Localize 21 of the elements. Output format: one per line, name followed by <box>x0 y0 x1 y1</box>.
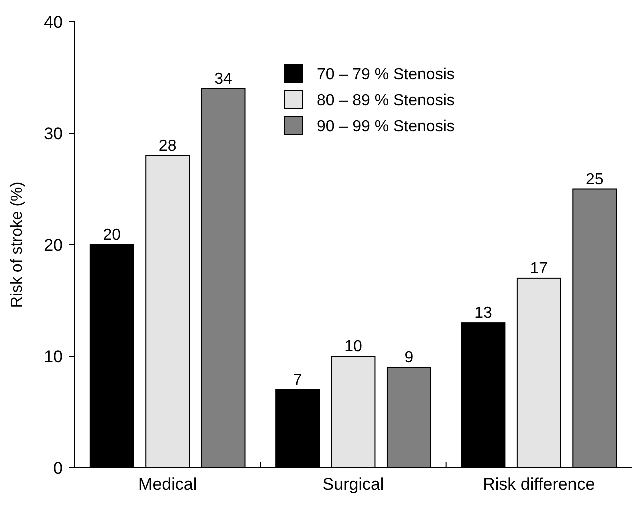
x-tick-label: Surgical <box>322 475 384 494</box>
data-label: 7 <box>293 372 302 389</box>
y-tick-label: 40 <box>44 12 63 32</box>
x-tick-label: Risk difference <box>483 475 596 494</box>
y-axis-title: Risk of stroke (%) <box>9 182 26 308</box>
legend-label: 80 – 89 % Stenosis <box>317 92 455 110</box>
data-label: 20 <box>103 227 122 244</box>
data-label: 10 <box>344 338 362 356</box>
data-label: 25 <box>586 171 604 188</box>
data-label: 13 <box>474 305 492 322</box>
data-label: 28 <box>158 138 177 155</box>
legend-label: 70 – 79 % Stenosis <box>317 66 455 84</box>
y-tick-label: 10 <box>44 347 63 366</box>
y-tick-label: 30 <box>44 124 63 144</box>
legend-label: 90 – 99 % Stenosis <box>317 118 455 136</box>
y-tick-label: 20 <box>44 236 63 255</box>
data-label: 34 <box>214 70 233 88</box>
data-label: 9 <box>404 350 414 367</box>
data-label: 17 <box>530 260 548 278</box>
y-tick-label: 0 <box>54 458 63 478</box>
x-tick-label: Medical <box>138 475 198 494</box>
